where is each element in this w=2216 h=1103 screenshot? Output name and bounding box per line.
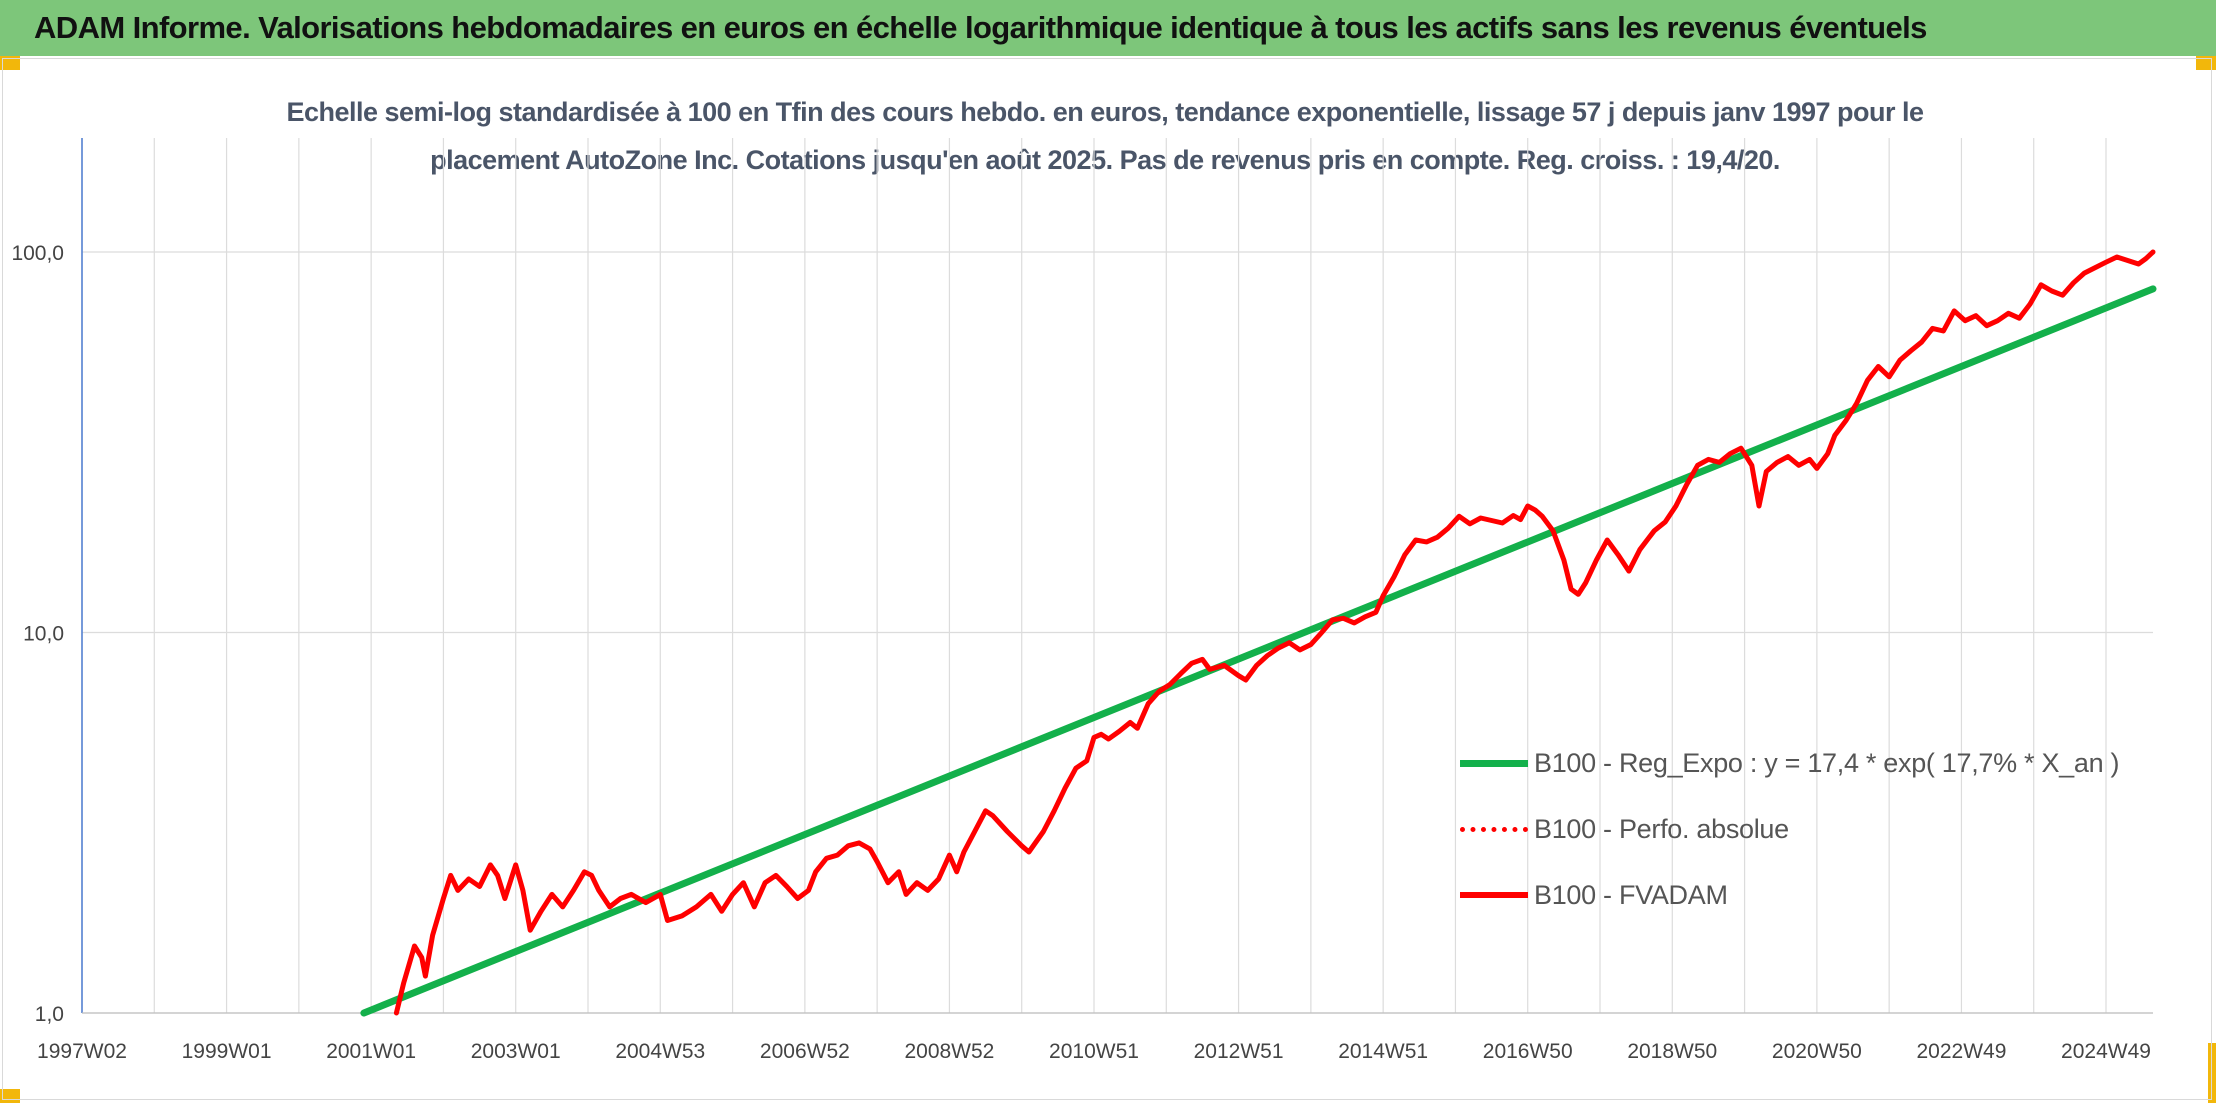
x-tick-label: 2014W51 [1338,1040,1428,1063]
legend-label-fvadam: B100 - FVADAM [1534,879,1728,910]
corner-marker [2208,1043,2216,1103]
x-tick-label: 2008W52 [904,1040,994,1063]
legend-item-absolute-perf: B100 - Perfo. absolue [1460,796,2119,862]
x-tick-label: 2024W49 [2061,1040,2151,1063]
x-tick-label: 2016W50 [1483,1040,1573,1063]
report-title-banner: ADAM Informe. Valorisations hebdomadaire… [0,0,2216,56]
x-tick-label: 2020W50 [1772,1040,1862,1063]
x-tick-label: 1999W01 [182,1040,272,1063]
legend-item-trend: B100 - Reg_Expo : y = 17,4 * exp( 17,7% … [1460,730,2120,796]
chart-title-line-2: placement AutoZone Inc. Cotations jusqu'… [430,145,1780,175]
y-tick-label: 100,0 [11,242,64,265]
legend-swatch-fvadam [1460,892,1528,898]
fvadam-line [393,249,2156,1016]
chart-frame [2,58,2212,1100]
x-tick-label: 2003W01 [471,1040,561,1063]
x-tick-label: 2010W51 [1049,1040,1139,1063]
chart-title-line-1: Echelle semi-log standardisée à 100 en T… [286,97,1924,127]
y-tick-label: 10,0 [23,623,64,646]
x-tick-label: 2018W50 [1627,1040,1717,1063]
legend-swatch-trend [1460,759,1528,767]
chart-legend: B100 - Reg_Expo : y = 17,4 * exp( 17,7% … [1460,730,2120,928]
corner-marker [0,56,20,70]
x-tick-label: 2004W53 [615,1040,705,1063]
x-tick-label: 2001W01 [326,1040,416,1063]
y-tick-label: 1,0 [35,1003,64,1026]
x-tick-label: 2012W51 [1194,1040,1284,1063]
x-tick-label: 1997W02 [37,1040,127,1063]
x-tick-label: 2006W52 [760,1040,850,1063]
legend-swatch-absolute-perf [1460,826,1528,832]
report-title: ADAM Informe. Valorisations hebdomadaire… [34,10,1927,45]
legend-label-absolute-perf: B100 - Perfo. absolue [1534,813,1789,844]
legend-item-fvadam: B100 - FVADAM [1460,862,2119,928]
chart-title: Echelle semi-log standardisée à 100 en T… [140,88,2070,184]
legend-label-trend: B100 - Reg_Expo : y = 17,4 * exp( 17,7% … [1534,747,2120,778]
x-tick-label: 2022W49 [1916,1040,2006,1063]
